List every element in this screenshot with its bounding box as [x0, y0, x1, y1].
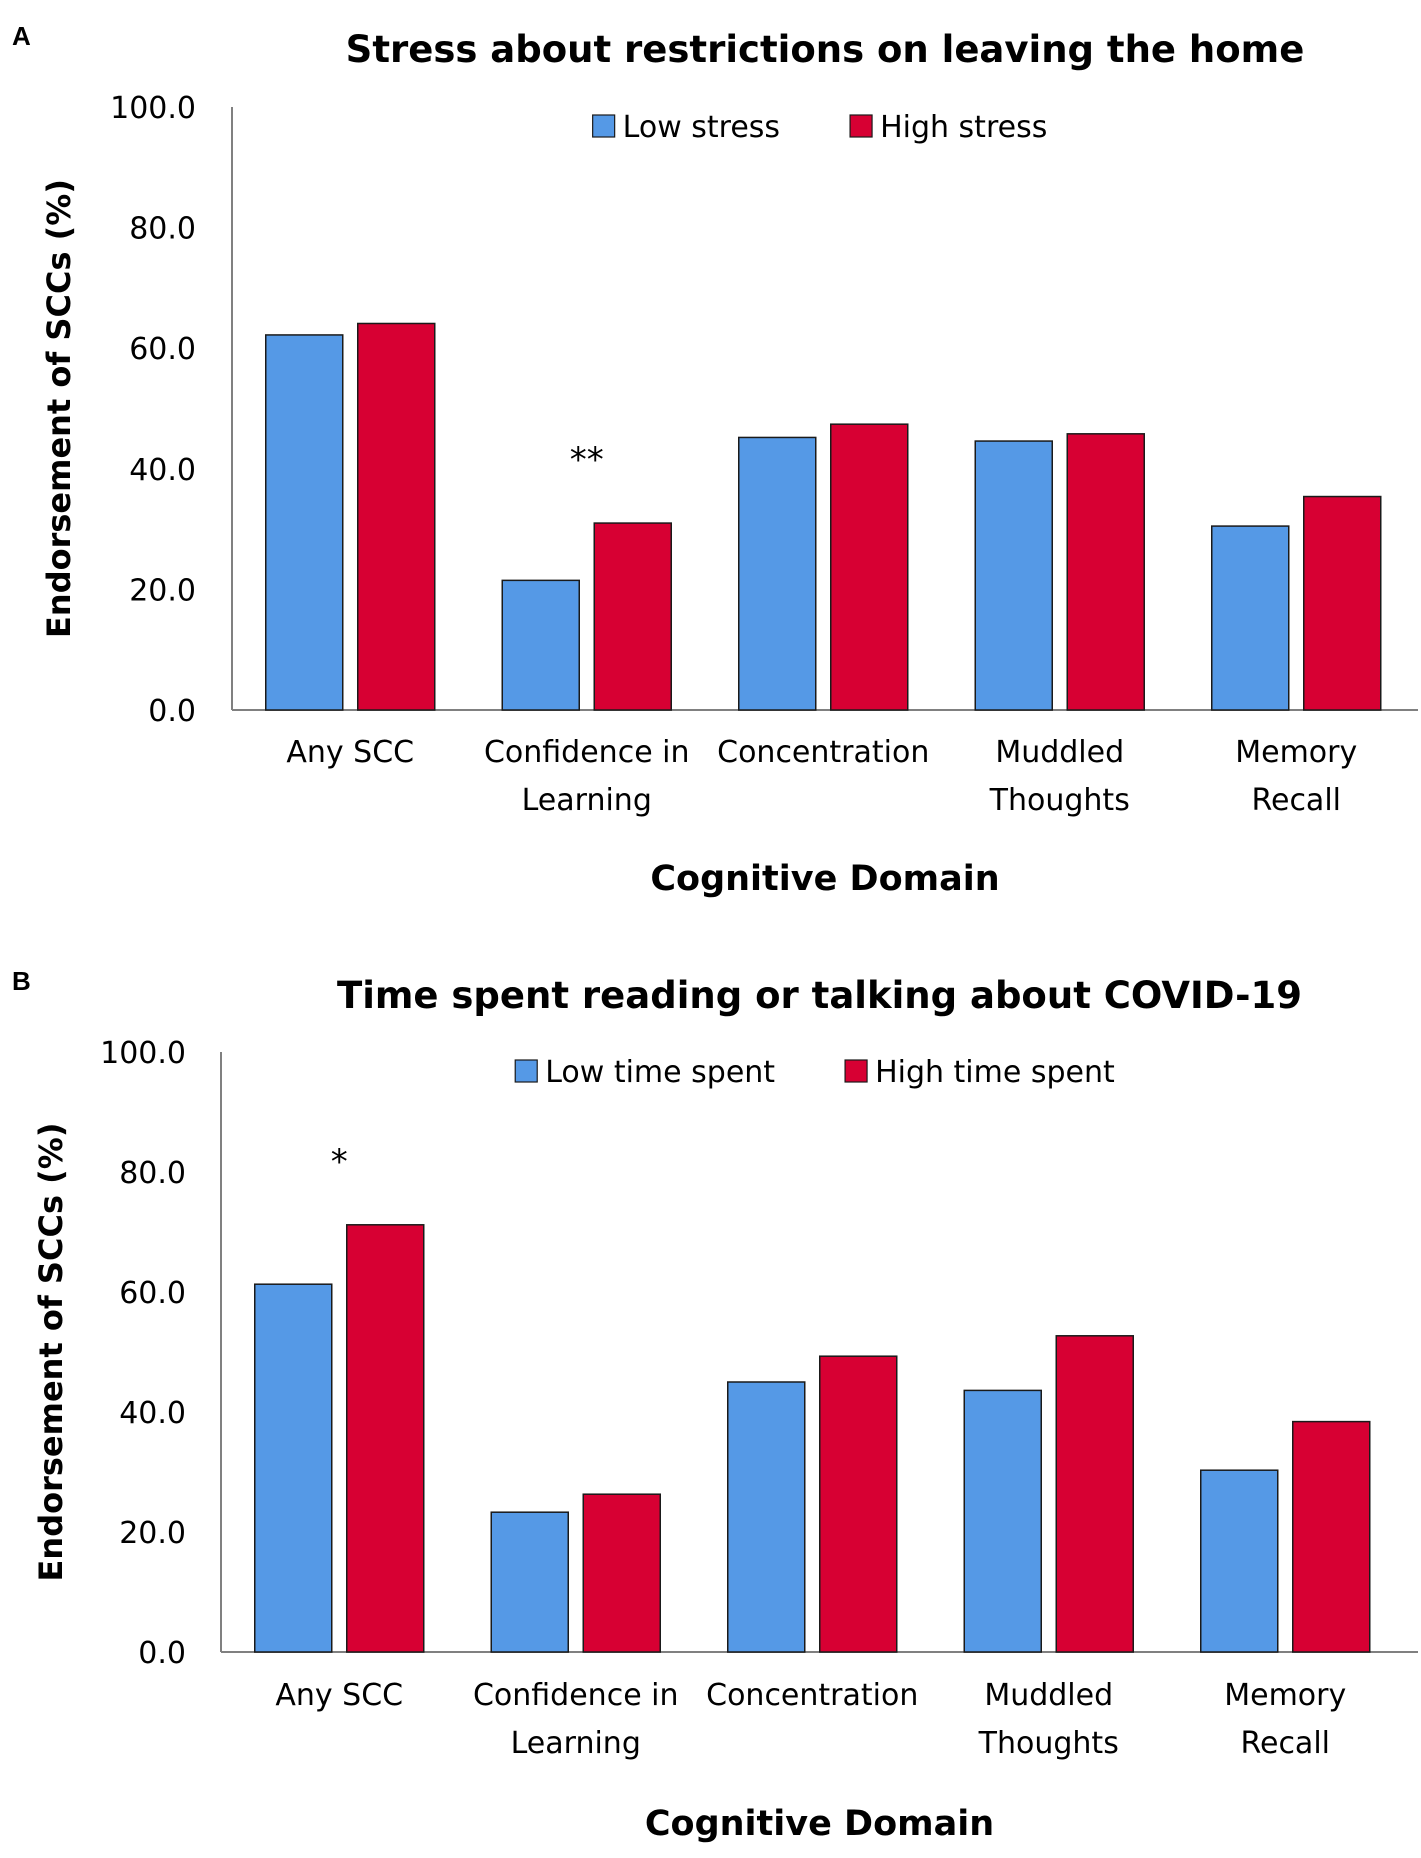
legend-label-high: High stress — [880, 110, 1047, 145]
y-axis-title: Endorsement of SCCs (%) — [32, 1123, 70, 1582]
x-category-label: Concentration — [717, 735, 929, 770]
x-category-label: Recall — [1240, 1726, 1330, 1761]
x-axis-title: Cognitive Domain — [645, 1804, 994, 1844]
bar-low-1 — [265, 334, 344, 711]
legend-label-low: Low stress — [623, 110, 780, 145]
x-category-label: Learning — [522, 783, 652, 818]
y-tick-label: 80.0 — [129, 212, 196, 247]
bar-high-5 — [1292, 1420, 1371, 1653]
y-tick-label: 60.0 — [119, 1276, 186, 1311]
bar-low-3 — [727, 1381, 806, 1653]
bar-low-5 — [1211, 525, 1290, 711]
bar-low-2 — [501, 579, 580, 711]
legend-label-low: Low time spent — [545, 1055, 775, 1090]
x-category-label: Muddled — [995, 735, 1124, 770]
legend: Low stress High stress — [592, 110, 1047, 145]
legend: Low time spent High time spent — [514, 1055, 1115, 1090]
bar-low-4 — [963, 1389, 1042, 1653]
chart-panel-a: A Stress about restrictions on leaving th… — [12, 21, 1418, 899]
y-tick-label: 100.0 — [110, 91, 196, 126]
y-tick-label: 100.0 — [100, 1036, 186, 1071]
bar-high-4 — [1055, 1335, 1134, 1653]
x-category-label: Memory — [1235, 735, 1357, 770]
y-tick-label: 0.0 — [138, 1636, 186, 1671]
legend-label-high: High time spent — [875, 1055, 1115, 1090]
x-category-label: Any SCC — [275, 1678, 403, 1713]
legend-swatch-high — [849, 114, 873, 138]
bar-high-2 — [582, 1493, 661, 1653]
bar-high-4 — [1066, 433, 1145, 711]
x-category-label: Learning — [511, 1726, 641, 1761]
x-category-label: Concentration — [706, 1678, 918, 1713]
x-axis-title: Cognitive Domain — [650, 859, 999, 899]
y-tick-label: 20.0 — [119, 1516, 186, 1551]
chart-panel-b: B Time spent reading or talking about COV… — [12, 966, 1418, 1844]
chart-title: Stress about restrictions on leaving the… — [346, 28, 1305, 71]
bar-high-2 — [593, 522, 672, 711]
chart-title: Time spent reading or talking about COVI… — [337, 974, 1302, 1017]
y-tick-label: 40.0 — [119, 1396, 186, 1431]
x-category-label: Memory — [1224, 1678, 1346, 1713]
panel-label: A — [12, 21, 31, 51]
bar-high-3 — [819, 1355, 898, 1653]
x-category-label: Any SCC — [286, 735, 414, 770]
x-category-label: Muddled — [984, 1678, 1113, 1713]
x-category-label: Thoughts — [978, 1726, 1119, 1761]
y-axis-title: Endorsement of SCCs (%) — [40, 179, 78, 638]
bar-high-1 — [346, 1224, 425, 1653]
significance-marker: ** — [570, 440, 604, 480]
x-category-label: Thoughts — [989, 783, 1130, 818]
legend-swatch-low — [514, 1059, 538, 1083]
bar-high-1 — [357, 322, 436, 711]
bar-high-5 — [1303, 495, 1382, 711]
bar-low-5 — [1200, 1469, 1279, 1653]
panel-label: B — [12, 966, 31, 996]
y-tick-label: 60.0 — [129, 332, 196, 367]
bar-low-3 — [738, 436, 817, 711]
legend-swatch-high — [844, 1059, 868, 1083]
x-category-label: Recall — [1251, 783, 1341, 818]
bar-high-3 — [830, 423, 909, 711]
y-tick-label: 0.0 — [148, 694, 196, 729]
legend-swatch-low — [592, 114, 616, 138]
bar-low-1 — [254, 1283, 333, 1653]
x-category-label: Confidence in — [473, 1678, 679, 1713]
y-tick-label: 40.0 — [129, 453, 196, 488]
bar-low-4 — [974, 440, 1053, 711]
y-tick-label: 80.0 — [119, 1156, 186, 1191]
bar-low-2 — [490, 1511, 569, 1653]
x-category-label: Confidence in — [484, 735, 690, 770]
significance-marker: * — [331, 1142, 348, 1182]
y-tick-label: 20.0 — [129, 573, 196, 608]
